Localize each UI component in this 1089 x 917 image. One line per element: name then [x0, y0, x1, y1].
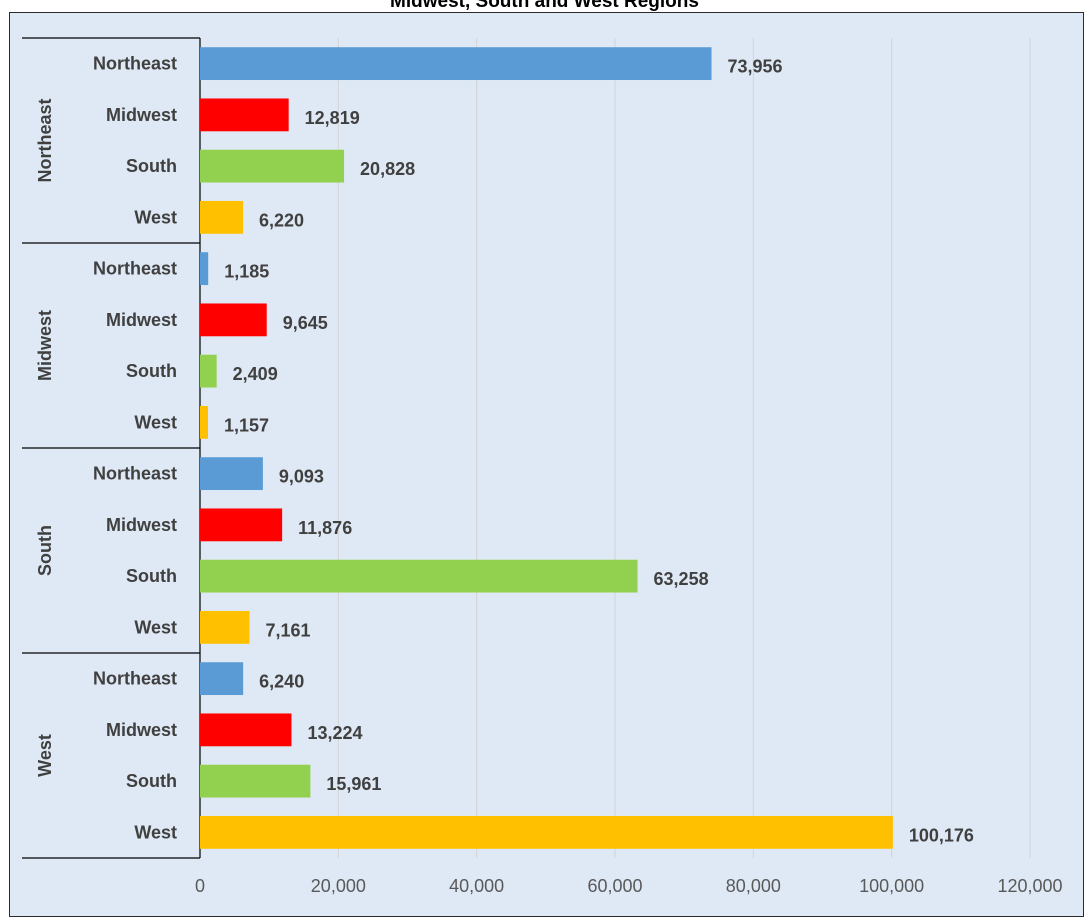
bar — [200, 252, 209, 286]
x-tick-label: 0 — [195, 876, 205, 896]
data-label: 9,645 — [283, 313, 328, 333]
category-label: West — [134, 412, 177, 432]
data-label: 6,220 — [259, 210, 304, 230]
data-label: 12,819 — [305, 108, 360, 128]
bar — [200, 662, 244, 696]
category-label: Midwest — [106, 310, 177, 330]
bar — [200, 508, 283, 542]
group-label: Midwest — [35, 310, 55, 381]
data-label: 100,176 — [909, 825, 974, 845]
data-label: 7,161 — [266, 620, 311, 640]
x-tick-label: 40,000 — [449, 876, 504, 896]
bar — [200, 559, 638, 593]
category-label: Northeast — [93, 54, 177, 74]
x-tick-label: 80,000 — [726, 876, 781, 896]
group-label: West — [35, 734, 55, 777]
data-label: 6,240 — [259, 672, 304, 692]
chart-title: Midwest, South and West Regions — [390, 0, 699, 12]
bar — [200, 713, 292, 747]
bar — [200, 47, 712, 81]
group-label: South — [35, 525, 55, 576]
category-label: South — [126, 566, 177, 586]
x-tick-label: 120,000 — [997, 876, 1062, 896]
bar — [200, 354, 217, 388]
category-label: Midwest — [106, 515, 177, 535]
data-label: 1,157 — [224, 415, 269, 435]
x-tick-label: 20,000 — [311, 876, 366, 896]
bar — [200, 149, 345, 183]
category-label: Northeast — [93, 259, 177, 279]
bar — [200, 764, 311, 798]
chart-area — [9, 12, 1084, 917]
category-label: South — [126, 361, 177, 381]
bar — [200, 457, 263, 491]
category-label: Northeast — [93, 464, 177, 484]
x-tick-label: 100,000 — [859, 876, 924, 896]
bar — [200, 303, 267, 337]
category-label: West — [134, 617, 177, 637]
bar — [200, 200, 244, 234]
x-tick-label: 60,000 — [587, 876, 642, 896]
category-label: Midwest — [106, 105, 177, 125]
category-label: South — [126, 156, 177, 176]
category-label: Midwest — [106, 720, 177, 740]
category-label: West — [134, 822, 177, 842]
data-label: 9,093 — [279, 467, 324, 487]
data-label: 2,409 — [233, 364, 278, 384]
category-label: Northeast — [93, 669, 177, 689]
category-label: South — [126, 771, 177, 791]
bar — [200, 98, 289, 132]
data-label: 73,956 — [728, 57, 783, 77]
category-label: West — [134, 207, 177, 227]
data-label: 15,961 — [326, 774, 381, 794]
group-label: Northeast — [35, 98, 55, 182]
data-label: 1,185 — [224, 262, 269, 282]
bar — [200, 405, 209, 439]
bar — [200, 610, 250, 644]
data-label: 13,224 — [307, 723, 362, 743]
data-label: 63,258 — [654, 569, 709, 589]
data-label: 20,828 — [360, 159, 415, 179]
bar — [200, 815, 893, 849]
data-label: 11,876 — [298, 518, 352, 538]
